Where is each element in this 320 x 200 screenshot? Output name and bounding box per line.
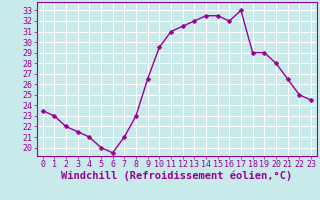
X-axis label: Windchill (Refroidissement éolien,°C): Windchill (Refroidissement éolien,°C) [61, 171, 292, 181]
